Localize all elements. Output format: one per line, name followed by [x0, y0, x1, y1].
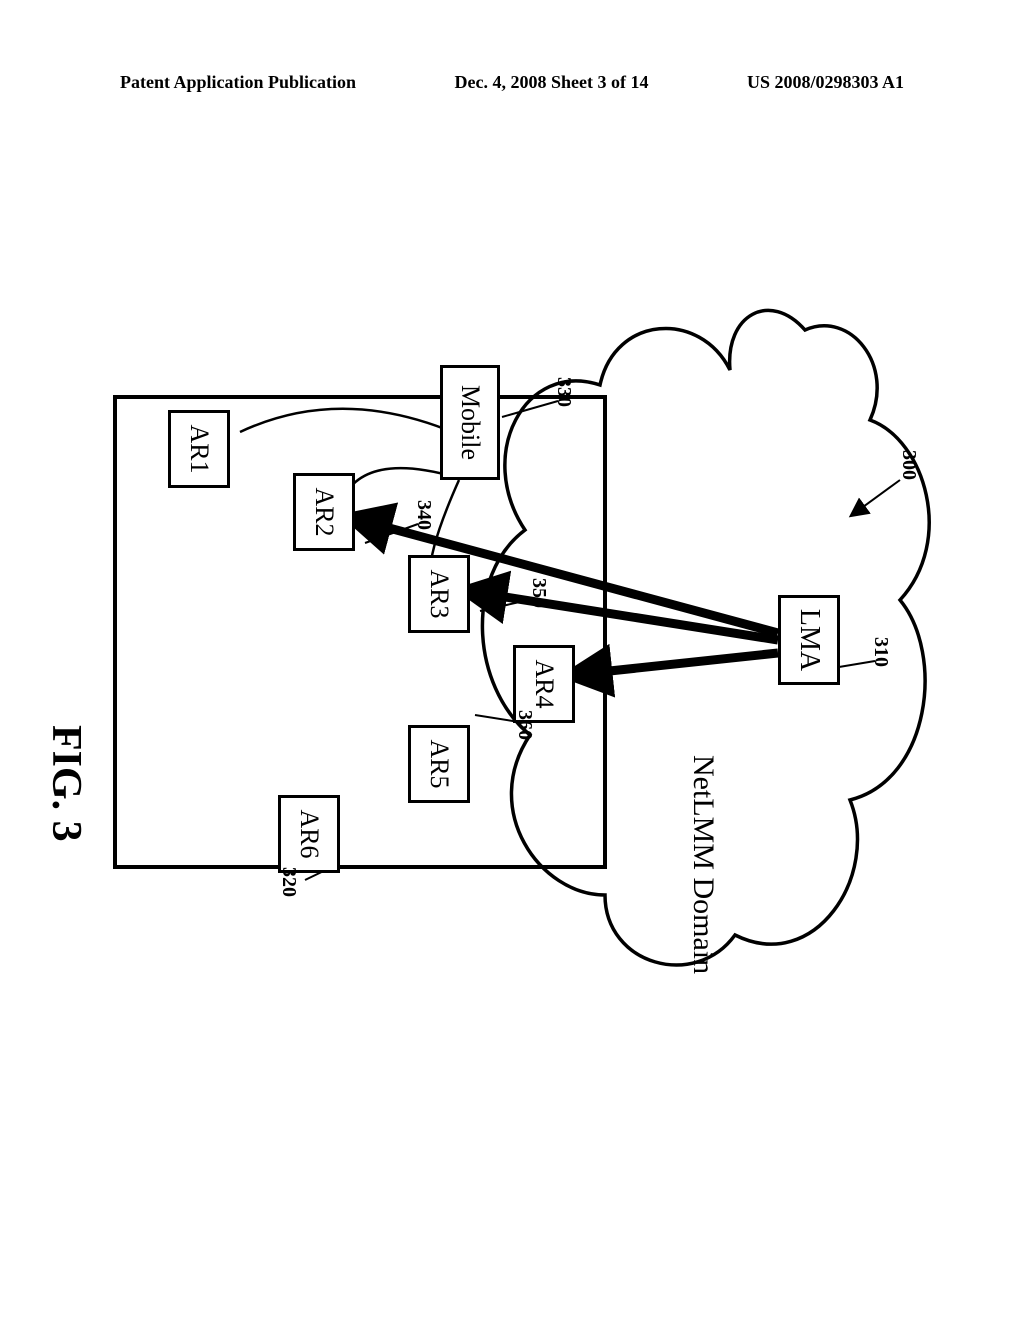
domain-label: NetLMM Domain — [686, 755, 720, 974]
page-header: Patent Application Publication Dec. 4, 2… — [0, 72, 1024, 93]
header-center: Dec. 4, 2008 Sheet 3 of 14 — [455, 72, 649, 93]
mobile-box: Mobile — [440, 365, 500, 480]
callout-310: 310 — [869, 637, 892, 667]
callout-300: 300 — [897, 450, 920, 480]
ar-box-ar5: AR5 — [408, 725, 470, 803]
ar-box-ar6: AR6 — [278, 795, 340, 873]
callout-350: 350 — [527, 578, 550, 608]
ar-box-ar3: AR3 — [408, 555, 470, 633]
callout-320: 320 — [277, 867, 300, 897]
diagram-container: LMAAR1AR2AR3AR4AR5AR6MobileNetLMM Domain… — [30, 255, 1000, 1025]
header-left: Patent Application Publication — [120, 72, 356, 93]
ar-box-ar1: AR1 — [168, 410, 230, 488]
callout-340: 340 — [412, 500, 435, 530]
header-right: US 2008/0298303 A1 — [747, 72, 904, 93]
figure-label: FIG. 3 — [42, 725, 90, 842]
diagram-svg — [30, 255, 1000, 1025]
callout-360: 360 — [513, 710, 536, 740]
callout-330: 330 — [552, 377, 575, 407]
lma-box: LMA — [778, 595, 840, 685]
ar-box-ar2: AR2 — [293, 473, 355, 551]
